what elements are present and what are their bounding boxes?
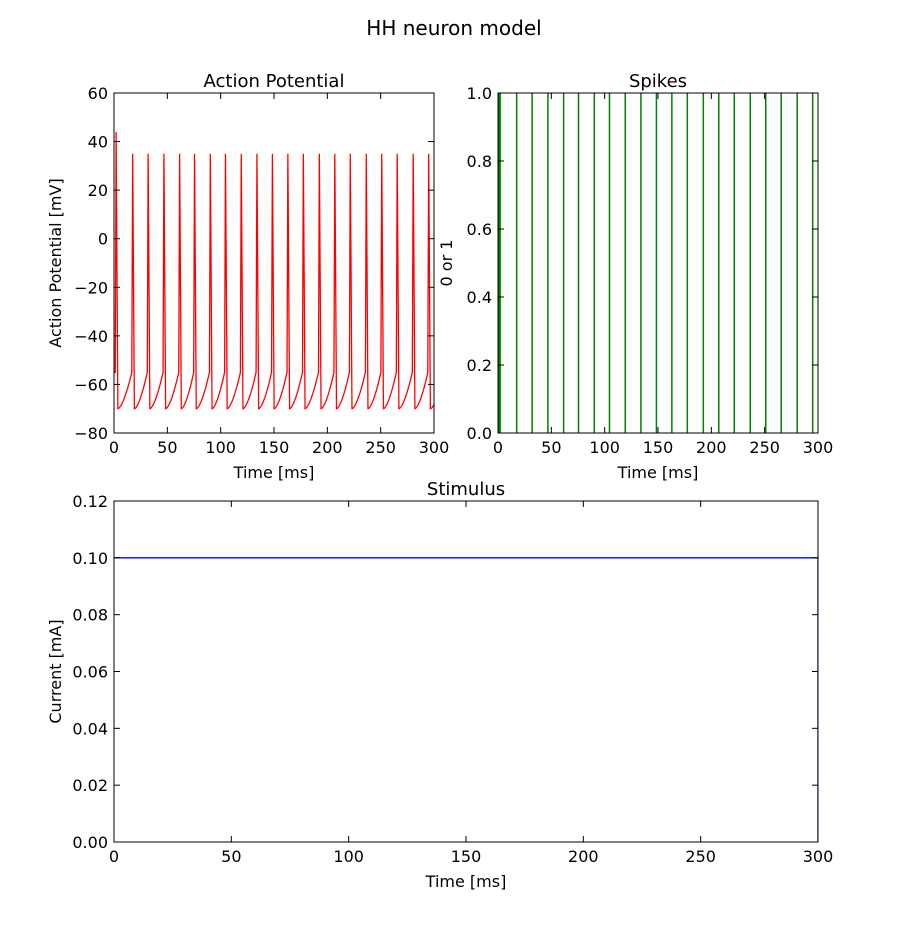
spikes-ytick-label-4: 0.8: [467, 152, 492, 171]
action-potential-ytick-label-7: 60: [88, 84, 108, 103]
spikes-series-group: [498, 93, 814, 433]
action-potential-ytick-label-6: 40: [88, 133, 108, 152]
spikes-plot-area: [498, 93, 818, 433]
spikes-plot: 0 50 100 150 200 250 300 0.0 0.2 0.4 0.6 0.8 1.0 Spik…: [437, 71, 833, 482]
spikes-xtick-label-5: 250: [749, 438, 780, 457]
action-potential-ytick-label-3: −20: [74, 278, 108, 297]
stimulus-series-group: [114, 557, 818, 842]
spikes-xtick-label-6: 300: [803, 438, 834, 457]
stimulus-ytick-label-1: 0.02: [72, 776, 108, 795]
action-potential-xtick-label-6: 300: [419, 438, 450, 457]
stimulus-xtick-label-3: 150: [451, 847, 482, 866]
action-potential-xtick-label-3: 150: [259, 438, 290, 457]
stimulus-xtick-label-6: 300: [803, 847, 834, 866]
stimulus-plot: 0 50 100 150 200 250 300 0.00 0.02 0.04 0.06 0.08 0.…: [46, 479, 833, 891]
spikes-xtick-label-0: 0: [493, 438, 503, 457]
spikes-ylabel: 0 or 1: [437, 240, 456, 287]
stimulus-trace: [114, 557, 818, 842]
action-potential-xtick-label-0: 0: [109, 438, 119, 457]
action-potential-ytick-label-2: −40: [74, 327, 108, 346]
stimulus-xtick-label-1: 50: [221, 847, 241, 866]
action-potential-title: Action Potential: [204, 71, 345, 92]
stimulus-xtick-label-2: 100: [333, 847, 364, 866]
stimulus-ytick-label-2: 0.04: [72, 719, 108, 738]
stimulus-ytick-label-6: 0.12: [72, 492, 108, 511]
action-potential-xtick-label-5: 250: [365, 438, 396, 457]
action-potential-ytick-label-4: 0: [98, 230, 108, 249]
action-potential-xtick-label-2: 100: [205, 438, 236, 457]
action-potential-xtick-label-1: 50: [157, 438, 177, 457]
spikes-ytick-label-5: 1.0: [467, 84, 492, 103]
action-potential-trace: [114, 131, 434, 410]
stimulus-ytick-label-3: 0.06: [72, 663, 108, 682]
spikes-xtick-label-1: 50: [541, 438, 561, 457]
spikes-xtick-label-3: 150: [643, 438, 674, 457]
stimulus-xtick-label-4: 200: [568, 847, 599, 866]
spikes-ytick-label-0: 0.0: [467, 424, 492, 443]
stimulus-ytick-label-5: 0.10: [72, 549, 108, 568]
action-potential-series-group: [114, 131, 434, 410]
stimulus-xlabel: Time [ms]: [425, 872, 507, 891]
spikes-ytick-label-2: 0.4: [467, 288, 492, 307]
action-potential-plot: 0 50 100 150 200 250 300 −80 −60 −40 −20 0 20 40 60 Act…: [46, 71, 449, 482]
action-potential-ytick-label-1: −60: [74, 375, 108, 394]
stimulus-ytick-label-0: 0.00: [72, 833, 108, 852]
action-potential-ylabel: Action Potential [mV]: [46, 178, 65, 347]
stimulus-title: Stimulus: [427, 479, 505, 500]
stimulus-xtick-label-5: 250: [685, 847, 716, 866]
spikes-xtick-label-4: 200: [696, 438, 727, 457]
spikes-ytick-label-3: 0.6: [467, 220, 492, 239]
action-potential-xlabel: Time [ms]: [233, 463, 315, 482]
stimulus-ylabel: Current [mA]: [46, 619, 65, 723]
spikes-title: Spikes: [629, 71, 687, 92]
action-potential-ytick-label-0: −80: [74, 424, 108, 443]
spikes-xlabel: Time [ms]: [617, 463, 699, 482]
stimulus-xtick-label-0: 0: [109, 847, 119, 866]
stimulus-ytick-label-4: 0.08: [72, 606, 108, 625]
action-potential-ytick-label-5: 20: [88, 181, 108, 200]
spikes-xtick-label-2: 100: [589, 438, 620, 457]
stimulus-plot-area: [114, 501, 818, 842]
figure-title: HH neuron model: [366, 16, 541, 40]
spikes-ytick-label-1: 0.2: [467, 356, 492, 375]
action-potential-xtick-label-4: 200: [312, 438, 343, 457]
